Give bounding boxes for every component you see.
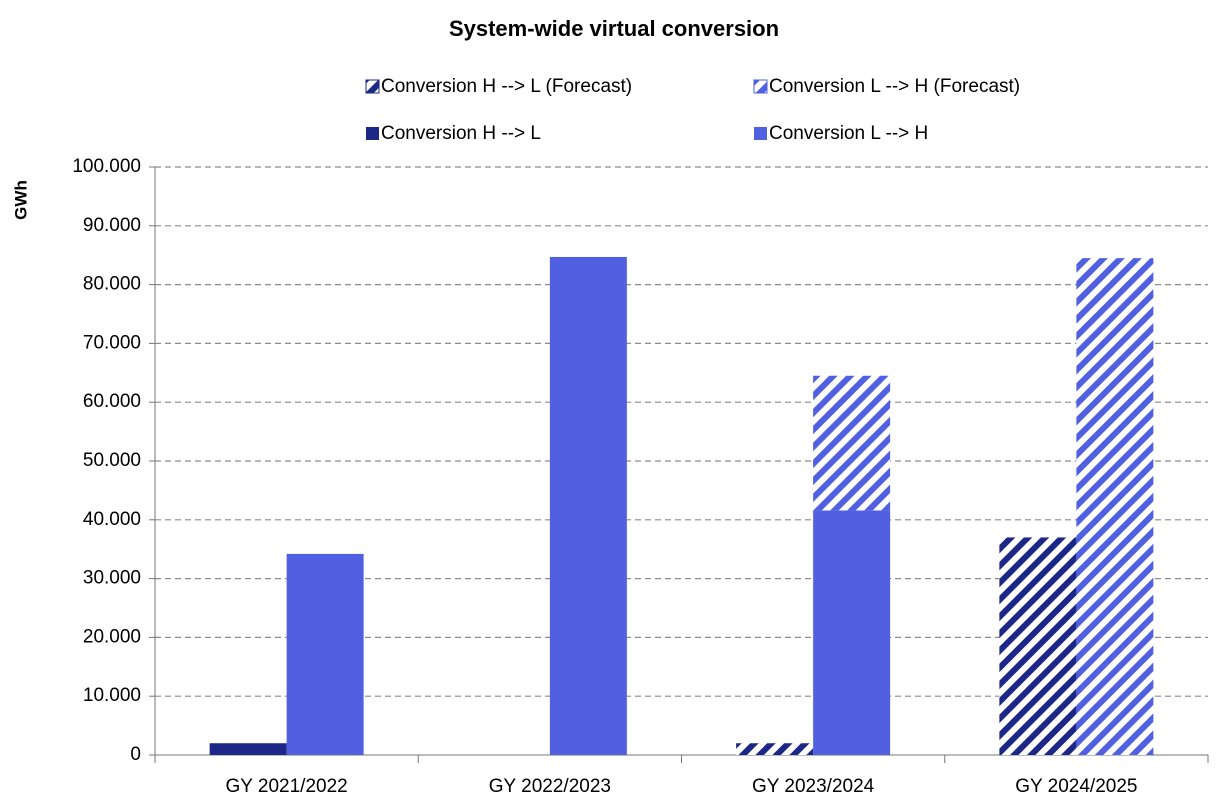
bar [999,537,1077,755]
y-tick-label: 40.000 [83,509,141,530]
x-tick-label: GY 2022/2023 [489,776,611,797]
bar [813,375,891,511]
bar [549,256,627,755]
bar [813,510,891,755]
chart-title: System-wide virtual conversion [449,16,779,41]
bar [736,743,814,755]
bar [286,553,364,755]
legend-swatch [753,79,768,94]
bar [1076,258,1154,755]
legend-swatch [365,79,380,94]
y-tick-label: 100.000 [72,156,141,177]
x-tick-label: GY 2023/2024 [752,776,875,797]
y-tick-label: 30.000 [83,568,141,589]
legend-label: Conversion L --> H (Forecast) [769,76,1020,97]
bar [209,743,287,755]
x-tick-label: GY 2021/2022 [226,776,348,797]
legend-swatch [754,127,767,140]
x-tick-label: GY 2024/2025 [1015,776,1137,797]
y-axis-label: GWh [11,180,30,220]
legend-label: Conversion H --> L [381,123,541,144]
legend-swatch [366,127,379,140]
legend-label: Conversion L --> H [769,123,928,144]
y-tick-label: 70.000 [83,332,141,353]
y-tick-label: 50.000 [83,450,141,471]
y-tick-label: 90.000 [83,215,141,236]
y-tick-label: 10.000 [83,685,141,706]
y-tick-label: 20.000 [83,626,141,647]
legend-label: Conversion H --> L (Forecast) [381,76,632,97]
y-tick-label: 80.000 [83,274,141,295]
y-tick-label: 60.000 [83,391,141,412]
y-tick-label: 0 [130,744,141,765]
